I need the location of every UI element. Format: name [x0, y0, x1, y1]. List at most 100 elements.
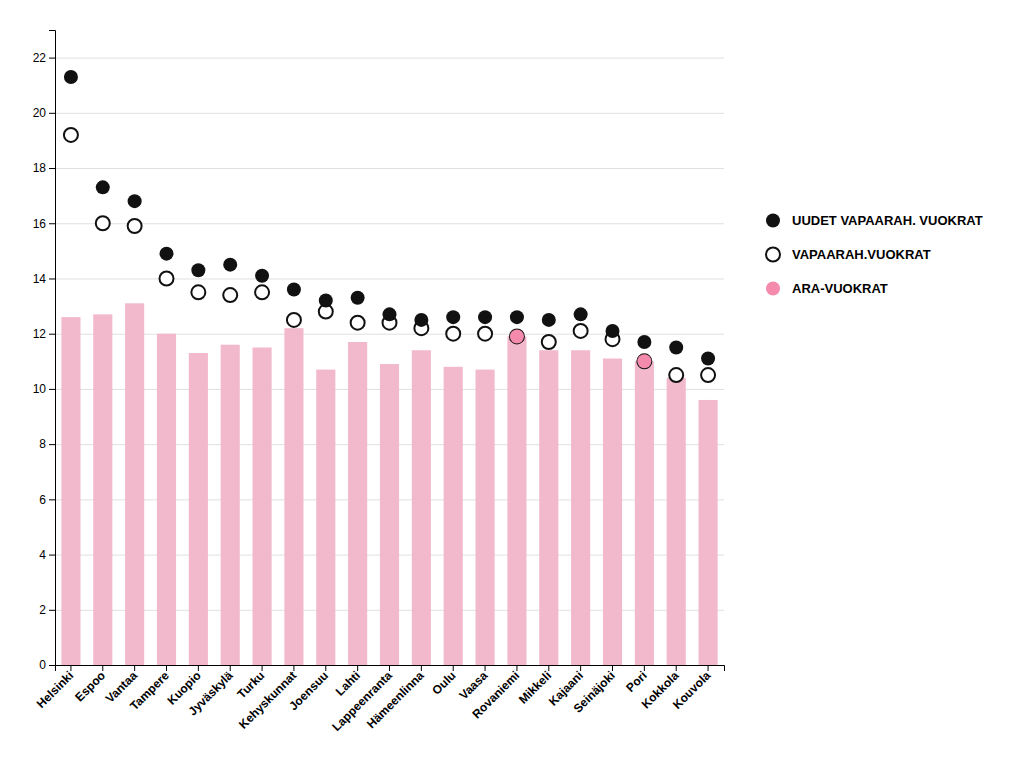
point — [96, 216, 110, 230]
y-tick: 6 — [39, 493, 55, 507]
y-tick-label: 8 — [39, 437, 46, 451]
y-tick-label: 22 — [33, 51, 47, 65]
x-tick: Joensuu — [286, 665, 331, 713]
point — [64, 128, 78, 142]
point — [669, 368, 683, 382]
bar — [571, 350, 590, 665]
point — [255, 285, 269, 299]
grid-line — [55, 113, 724, 114]
point — [223, 288, 237, 302]
legend-item: VAPAARAH.VUOKRAT — [766, 247, 931, 262]
point — [637, 354, 651, 368]
bar — [253, 348, 272, 666]
y-tick-mark — [49, 223, 55, 224]
y-tick-mark — [49, 665, 55, 666]
grid-line — [55, 168, 724, 169]
x-axis-line — [56, 666, 725, 672]
x-tick-mark — [516, 665, 517, 671]
bar — [412, 350, 431, 665]
y-tick-label: 16 — [33, 217, 47, 231]
bar — [348, 342, 367, 665]
y-tick: 22 — [33, 51, 55, 65]
x-tick-mark — [708, 665, 709, 671]
legend: UUDET VAPAARAH. VUOKRAT VAPAARAH.VUOKRAT A… — [766, 213, 983, 296]
x-tick-label: Tampere — [127, 668, 172, 713]
bar — [284, 328, 303, 665]
y-tick: 18 — [33, 161, 55, 175]
x-axis: HelsinkiEspooVantaaTampereKuopioJyväskyl… — [34, 665, 725, 734]
grid-line-group — [55, 113, 724, 114]
y-tick: 10 — [33, 382, 55, 396]
grid — [55, 58, 724, 665]
point — [191, 263, 205, 277]
y-tick: 20 — [33, 106, 55, 120]
chart: 0246810121416182022HelsinkiEspooVantaaTa… — [0, 0, 1024, 775]
y-tick: 16 — [33, 217, 55, 231]
bar — [316, 370, 335, 665]
point — [351, 291, 365, 305]
y-tick-label: 12 — [33, 327, 47, 341]
point — [191, 285, 205, 299]
legend-label: UUDET VAPAARAH. VUOKRAT — [792, 213, 983, 228]
y-tick-label: 14 — [33, 272, 47, 286]
x-tick-label: Hämeenlinna — [364, 668, 427, 731]
x-tick-label: Rovaniemi — [469, 668, 522, 721]
bar — [539, 350, 558, 665]
legend-marker — [766, 214, 780, 228]
bar — [125, 303, 144, 665]
point — [128, 194, 142, 208]
legend-item: ARA-VUOKRAT — [766, 281, 888, 296]
y-tick-label: 10 — [33, 382, 47, 396]
grid-line-group — [55, 223, 724, 224]
x-tick-mark — [644, 665, 645, 671]
legend-item: UUDET VAPAARAH. VUOKRAT — [766, 213, 983, 228]
y-tick-mark — [49, 610, 55, 611]
x-tick-label: Espoo — [72, 668, 108, 704]
point — [510, 329, 524, 343]
point — [223, 258, 237, 272]
bar — [507, 336, 526, 665]
x-tick: Seinäjoki — [571, 665, 618, 716]
point — [542, 313, 556, 327]
y-tick-mark — [49, 499, 55, 500]
y-tick: 12 — [33, 327, 55, 341]
plot-area: 0246810121416182022HelsinkiEspooVantaaTa… — [33, 31, 725, 734]
point — [287, 283, 301, 297]
y-axis-line — [49, 31, 56, 666]
y-tick-mark — [49, 113, 55, 114]
x-tick-mark — [293, 665, 294, 671]
y-tick: 4 — [39, 548, 55, 562]
x-tick: Tampere — [127, 665, 172, 713]
point — [255, 269, 269, 283]
point — [351, 316, 365, 330]
y-tick-mark — [49, 334, 55, 335]
bar-series — [61, 303, 717, 665]
point — [287, 313, 301, 327]
x-tick-mark — [485, 665, 486, 671]
y-tick-mark — [49, 278, 55, 279]
x-tick-mark — [612, 665, 613, 671]
point — [446, 310, 460, 324]
x-tick: Pori — [623, 665, 649, 695]
x-tick-mark — [389, 665, 390, 671]
y-tick-label: 18 — [33, 161, 47, 175]
y-tick-mark — [49, 168, 55, 169]
y-tick-label: 6 — [39, 493, 46, 507]
bar — [603, 359, 622, 665]
bar — [221, 345, 240, 665]
grid-line-group — [55, 58, 724, 59]
marks — [61, 70, 717, 665]
bar — [635, 361, 654, 665]
point — [446, 327, 460, 341]
x-tick-label: Seinäjoki — [571, 668, 618, 715]
bar — [61, 317, 80, 665]
y-tick-mark — [49, 555, 55, 556]
point — [96, 180, 110, 194]
x-tick-mark — [548, 665, 549, 671]
point — [701, 368, 715, 382]
point — [478, 327, 492, 341]
x-tick-mark — [166, 665, 167, 671]
y-tick: 14 — [33, 272, 55, 286]
x-tick-mark — [198, 665, 199, 671]
legend-label: VAPAARAH.VUOKRAT — [792, 247, 931, 262]
